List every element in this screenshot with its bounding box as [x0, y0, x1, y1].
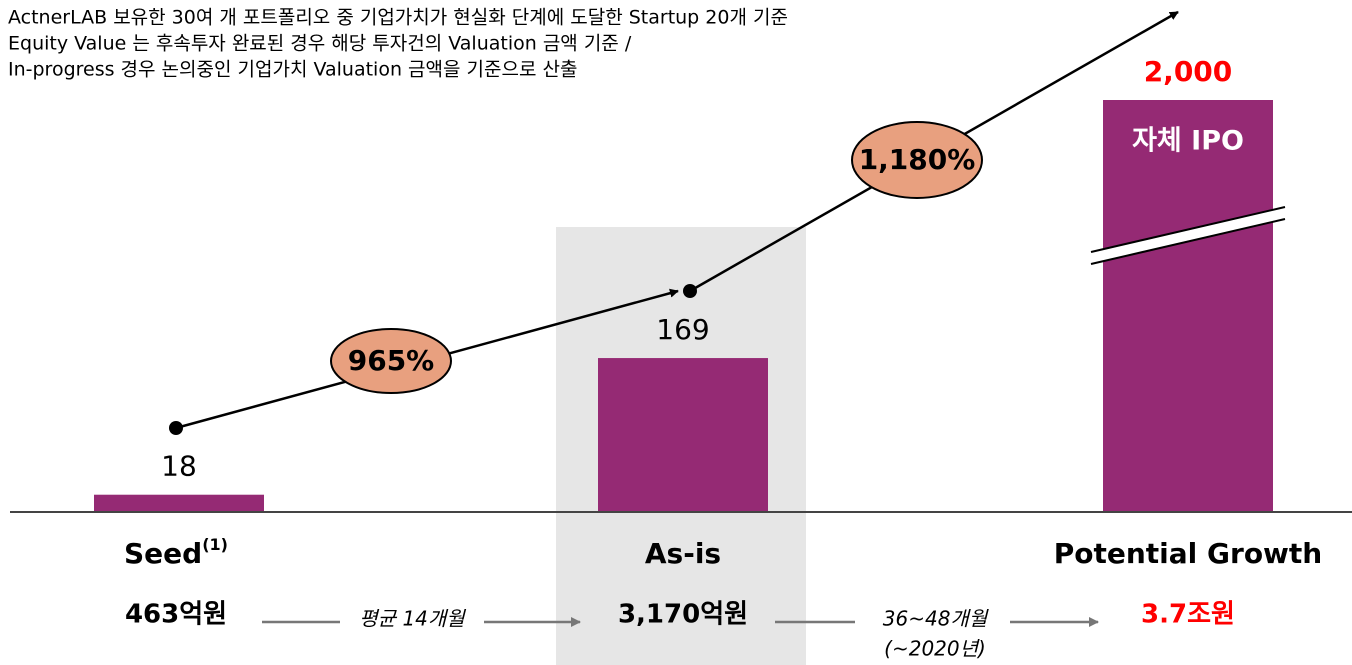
growth-badge [330, 328, 452, 394]
superscript: (1) [202, 535, 228, 554]
axis-break-line [1090, 206, 1286, 253]
value-label: 2,000 [1144, 55, 1233, 88]
dot [169, 421, 183, 435]
note: ActnerLAB 보유한 30여 개 포트폴리오 중 기업가치가 현실화 단계… [8, 7, 788, 29]
total-label: 463억원 [125, 600, 227, 630]
category-label: Potential Growth [1054, 537, 1323, 570]
dot [683, 284, 697, 298]
value-label: 169 [656, 313, 709, 346]
category-label: Seed(1) [124, 535, 228, 571]
growth-label: 1,180% [859, 143, 976, 176]
bar-annotation: 자체 IPO [1132, 126, 1244, 157]
note: Equity Value 는 후속투자 완료된 경우 해당 투자건의 Valua… [8, 33, 632, 55]
duration-label: 36~48개월 [883, 607, 989, 631]
growth-badge [851, 121, 983, 199]
duration-label: 평균 14개월 [359, 607, 466, 631]
axis-break-line [1090, 218, 1286, 265]
bar [1103, 100, 1273, 511]
growth-label: 965% [348, 344, 435, 377]
note: In-progress 경우 논의중인 기업가치 Valuation 금액을 기… [8, 59, 577, 81]
duration-note: (~2020년) [884, 637, 986, 661]
category-text: Seed [124, 537, 202, 570]
total-label: 3,170억원 [618, 600, 748, 630]
total-label: 3.7조원 [1141, 600, 1235, 630]
axis-break [1091, 207, 1285, 264]
value-label: 18 [161, 450, 197, 483]
category-label: As-is [645, 537, 721, 570]
bar [598, 358, 768, 511]
bar [94, 494, 264, 511]
